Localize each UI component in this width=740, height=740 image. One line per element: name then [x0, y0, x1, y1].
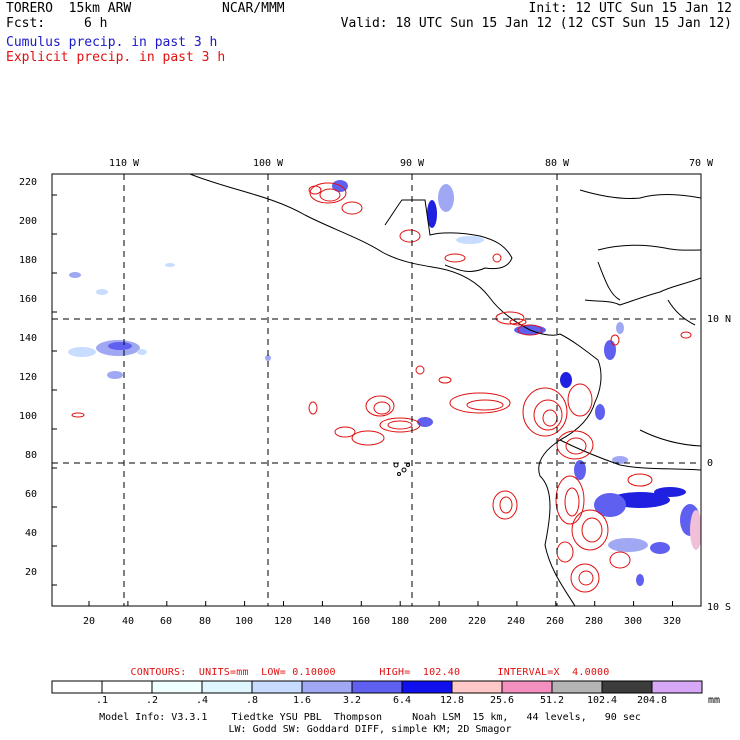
colorbar-box [401, 680, 453, 694]
left-tick-label-60: 60 [25, 489, 37, 500]
left-tick-label-140: 140 [19, 333, 37, 344]
left-tick-label-80: 80 [25, 450, 37, 461]
left-tick-label-40: 40 [25, 528, 37, 539]
bottom-tick-label-300: 300 [624, 616, 642, 627]
bottom-tick-label-80: 80 [199, 616, 211, 627]
bottom-tick-label-260: 260 [546, 616, 564, 627]
bottom-tick-label-180: 180 [391, 616, 409, 627]
colorbar-label-204.8: 204.8 [637, 695, 667, 706]
model-info-line-1: Model Info: V3.3.1 Tiedtke YSU PBL Thomp… [99, 712, 641, 723]
init-time: Init: 12 UTC Sun 15 Jan 12 [528, 1, 733, 16]
bottom-tick-label-120: 120 [274, 616, 292, 627]
cumulus-precip-areas [68, 180, 701, 586]
colorbar-label-6.4: 6.4 [393, 695, 411, 706]
explicit-precip-contours [71, 182, 692, 593]
lat-lon-grid [52, 174, 701, 606]
left-tick-label-160: 160 [19, 294, 37, 305]
bottom-axis-ticks [88, 601, 673, 606]
left-tick-label-220: 220 [19, 177, 37, 188]
colorbar-box [51, 680, 103, 694]
forecast-value: 6 h [84, 16, 108, 31]
colorbar-box [451, 680, 503, 694]
colorbar: .1 .2 .4 .8 1.6 3.2 6.4 12.8 25.6 51.2 1… [51, 680, 720, 706]
left-tick-label-120: 120 [19, 372, 37, 383]
longitude-label-110w: 110 W [109, 158, 140, 169]
bottom-tick-label-20: 20 [83, 616, 95, 627]
left-axis-ticks [52, 194, 57, 586]
contours-info: CONTOURS: UNITS=mm LOW= 0.10000 HIGH= 10… [130, 667, 610, 678]
colorbar-label-0.1: .1 [96, 695, 108, 706]
colorbar-box [651, 680, 703, 694]
bottom-tick-label-220: 220 [468, 616, 486, 627]
latitude-label-0: 0 [707, 458, 713, 469]
bottom-tick-label-240: 240 [507, 616, 525, 627]
bottom-tick-label-40: 40 [122, 616, 134, 627]
map-frame [51, 173, 702, 607]
longitude-label-90w: 90 W [400, 158, 425, 169]
colorbar-label-51.2: 51.2 [540, 695, 564, 706]
colorbar-label-3.2: 3.2 [343, 695, 361, 706]
colorbar-box [601, 680, 653, 694]
colorbar-box [551, 680, 603, 694]
longitude-label-100w: 100 W [253, 158, 284, 169]
colorbar-box [351, 680, 403, 694]
center-name: NCAR/MMM [222, 1, 285, 16]
valid-time: Valid: 18 UTC Sun 15 Jan 12 (12 CST Sun … [340, 16, 732, 31]
colorbar-label-0.8: .8 [246, 695, 258, 706]
colorbar-label-0.2: .2 [146, 695, 158, 706]
left-tick-label-180: 180 [19, 255, 37, 266]
latitude-label-10s: 10 S [707, 602, 731, 613]
forecast-label: Fcst: [6, 16, 46, 31]
colorbar-label-1.6: 1.6 [293, 695, 311, 706]
bottom-tick-label-100: 100 [235, 616, 253, 627]
model-title: TORERO 15km ARW [6, 1, 132, 16]
bottom-tick-label-280: 280 [585, 616, 603, 627]
cumulus-precip-label: Cumulus precip. in past 3 h [6, 35, 218, 50]
colorbar-unit: mm [708, 695, 720, 706]
longitude-label-70w: 70 W [689, 158, 714, 169]
bottom-tick-label-160: 160 [352, 616, 370, 627]
left-tick-label-20: 20 [25, 567, 37, 578]
coastlines [189, 174, 701, 606]
colorbar-label-12.8: 12.8 [440, 695, 464, 706]
latitude-label-10n: 10 N [707, 314, 731, 325]
colorbar-label-102.4: 102.4 [587, 695, 617, 706]
explicit-precip-label: Explicit precip. in past 3 h [6, 50, 226, 65]
colorbar-box [501, 680, 553, 694]
colorbar-box [201, 680, 253, 694]
colorbar-box [251, 680, 303, 694]
left-tick-label-200: 200 [19, 216, 37, 227]
bottom-tick-label-140: 140 [313, 616, 331, 627]
bottom-tick-label-200: 200 [429, 616, 447, 627]
bottom-tick-label-320: 320 [663, 616, 681, 627]
bottom-tick-label-60: 60 [160, 616, 172, 627]
colorbar-box [151, 680, 203, 694]
longitude-label-80w: 80 W [545, 158, 570, 169]
model-info-line-2: LW: Godd SW: Goddard DIFF, simple KM; 2D… [228, 724, 512, 735]
colorbar-label-25.6: 25.6 [490, 695, 514, 706]
left-tick-label-100: 100 [19, 411, 37, 422]
colorbar-label-0.4: .4 [196, 695, 208, 706]
colorbar-box [101, 680, 153, 694]
colorbar-box [301, 680, 353, 694]
